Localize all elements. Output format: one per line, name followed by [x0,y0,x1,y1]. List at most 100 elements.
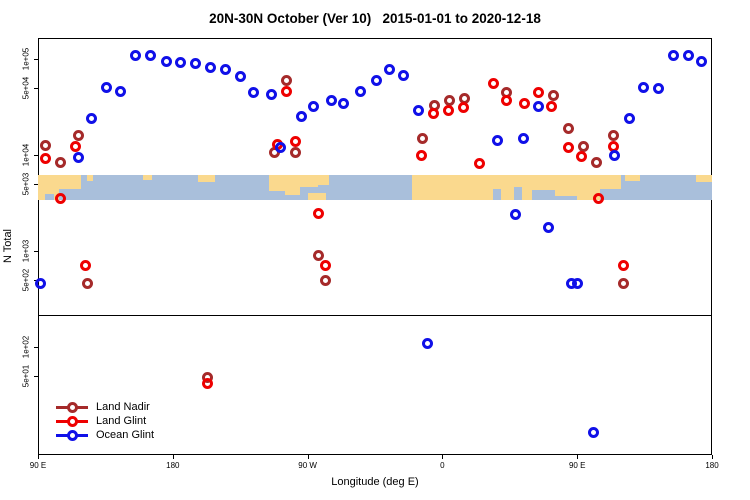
data-point-marker [281,85,293,97]
data-point-marker [370,75,382,87]
y-tick-label: 5e+03 [21,172,31,196]
data-point-marker [174,56,186,68]
land-patch [318,174,329,185]
land-ocean-strip-map [38,174,712,200]
plot-area [38,38,712,455]
y-axis-tick [34,87,38,89]
land-patch [599,174,621,189]
data-point-marker [618,277,630,289]
y-axis-tick [34,347,38,348]
data-point-marker [546,101,558,112]
data-point-marker [412,105,424,117]
data-point-marker [290,136,302,148]
land-patch [142,174,152,180]
data-point-marker [312,250,324,262]
y-tick-label: 5e+02 [21,268,31,292]
x-tick-label: 180 [705,461,719,470]
land-patch [87,174,94,182]
x-axis-tick [172,455,174,459]
y-axis-tick [34,59,38,60]
ocean-patch [493,188,501,200]
data-point-marker [39,139,51,151]
data-point-marker [543,222,555,234]
x-axis-tick [712,455,713,459]
x-tick-label: 90 W [298,461,317,470]
data-point-marker [487,77,499,89]
data-point-marker [592,193,604,205]
data-point-marker [532,86,544,98]
data-point-marker [101,81,113,93]
x-tick-label: 90 E [568,461,586,470]
data-point-marker [69,140,81,152]
data-point-marker [415,150,427,162]
panel-divider-line [38,315,712,316]
data-point-marker [457,102,469,114]
data-point-marker [588,426,600,438]
legend-label: Land Glint [96,415,147,427]
land-patch [300,174,319,188]
land-patch [307,192,326,200]
y-axis-tick [34,375,38,377]
data-point-marker [591,156,603,168]
data-point-marker [682,49,694,61]
data-point-marker [444,94,456,106]
data-point-marker [326,94,338,106]
y-tick-label: 1e+02 [21,335,31,359]
legend-marker [56,401,88,413]
y-tick-label: 1e+04 [21,143,31,167]
data-point-marker [281,75,293,87]
legend-label: Ocean Glint [96,429,155,441]
data-point-marker [652,83,664,95]
chart-title: 20N-30N October (Ver 10) 2015-01-01 to 2… [209,11,541,26]
data-point-marker [519,98,531,110]
data-point-marker [667,49,679,61]
y-axis-tick [34,251,38,252]
data-point-marker [320,275,332,287]
data-point-marker [609,150,621,162]
data-point-marker [547,89,559,101]
data-point-marker [72,151,84,163]
y-tick-label: 5e+04 [21,76,31,100]
data-point-marker [532,101,544,112]
data-point-marker [234,71,246,83]
data-point-marker [562,141,574,153]
data-point-marker [129,49,141,61]
data-point-marker [459,92,471,104]
data-point-marker [397,69,409,81]
land-patch [268,174,286,192]
data-point-marker [562,122,574,134]
data-point-marker [510,208,522,220]
data-point-marker [624,112,636,124]
y-tick-label: 1e+03 [21,239,31,263]
land-patch [38,174,59,200]
data-point-marker [607,129,619,141]
y-axis-tick [34,155,38,156]
y-axis-title: N Total [2,228,14,264]
land-patch [695,174,712,183]
data-point-marker [308,101,320,112]
land-patch [285,174,301,195]
land-patch [412,174,533,200]
data-point-marker [517,132,529,144]
x-tick-label: 90 E [29,461,47,470]
data-point-marker [571,277,583,289]
data-point-marker [384,63,396,75]
legend-label: Land Nadir [96,401,150,413]
data-point-marker [492,135,504,147]
data-point-marker [266,88,278,100]
land-patch [554,174,578,197]
land-patch [58,174,82,189]
data-point-marker [296,111,308,123]
data-point-marker [204,61,216,73]
land-patch [532,174,555,190]
legend-item: Land Nadir [56,400,154,414]
data-point-marker [577,140,589,152]
y-tick-label: 1e+05 [21,47,31,71]
data-point-marker [86,112,98,124]
data-point-marker [637,81,649,93]
data-point-marker [39,153,51,165]
data-point-marker [35,277,47,289]
data-point-marker [189,57,201,69]
x-tick-label: 0 [440,461,445,470]
x-axis-tick [442,455,444,459]
